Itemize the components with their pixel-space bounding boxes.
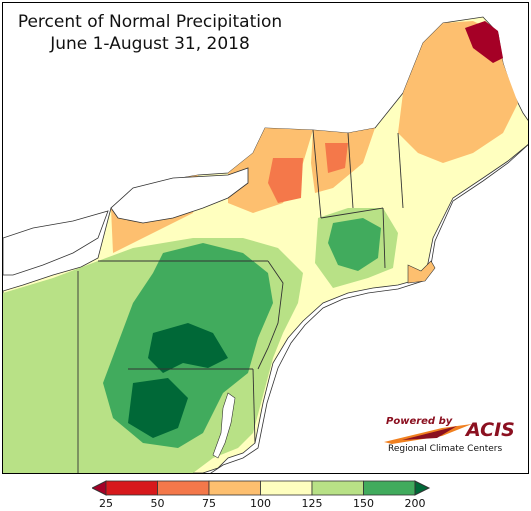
legend-tick-label: 150: [353, 497, 374, 510]
acis-logo: Powered by ACIS Regional Climate Centers: [382, 414, 517, 458]
chesapeake-bay: [212, 392, 236, 459]
region-150-200-connecticut: [328, 218, 381, 271]
map-frame: [2, 2, 529, 474]
legend-tick-label: 200: [404, 497, 426, 510]
legend-swatch: [105, 480, 158, 496]
legend-over-arrow: [414, 480, 431, 496]
legend-tick-label: 100: [250, 497, 271, 510]
lake-ontario: [110, 167, 249, 224]
region-over-200-pa-core: [148, 323, 228, 373]
legend-tick-label: 75: [202, 497, 216, 510]
color-legend: [92, 480, 431, 496]
legend-swatch: [208, 480, 261, 496]
region-under-25-north-maine: [465, 21, 503, 63]
atlantic-ocean: [210, 144, 528, 473]
legend-tick-label: 50: [150, 497, 165, 510]
lake-erie: [3, 210, 109, 276]
legend-swatch: [157, 480, 210, 496]
legend-tick-label: 25: [99, 497, 113, 510]
legend-under-arrow: [92, 480, 107, 496]
region-50-75-vermont-core: [325, 143, 348, 173]
region-over-200-maryland: [128, 378, 188, 438]
region-50-75-adirondack-core: [268, 158, 303, 203]
legend-swatch: [311, 480, 364, 496]
acis-swoosh-icon: [384, 424, 472, 444]
cape-cod: [407, 260, 436, 284]
legend-swatch: [260, 480, 313, 496]
legend-swatch: [363, 480, 416, 496]
map-title: Percent of Normal Precipitation: [17, 12, 283, 32]
logo-acis-text: ACIS: [466, 419, 515, 441]
map-subtitle: June 1-August 31, 2018: [50, 34, 250, 54]
logo-rcc-text: Regional Climate Centers: [388, 444, 503, 454]
legend-tick-label: 125: [301, 497, 323, 510]
state-borders: [77, 129, 404, 473]
precipitation-map: [3, 16, 528, 473]
logo-powered-by: Powered by: [386, 416, 453, 427]
